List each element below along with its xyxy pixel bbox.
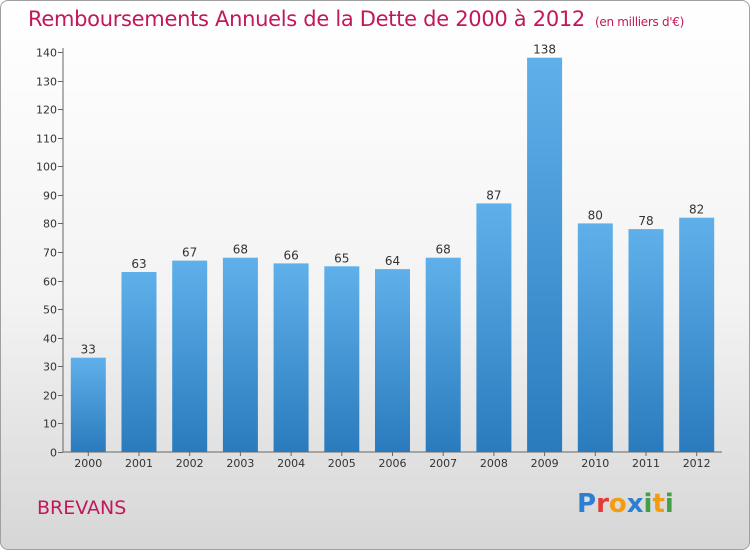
logo-letter: r	[596, 489, 609, 519]
data-label: 66	[283, 248, 298, 262]
x-tick-label: 2005	[328, 457, 356, 470]
x-tick-label: 2008	[480, 457, 508, 470]
bar	[679, 217, 715, 452]
x-tick-label: 2000	[74, 457, 102, 470]
x-tick-label: 2009	[531, 457, 559, 470]
y-tick-label: 120	[36, 104, 57, 117]
data-label: 82	[689, 203, 704, 217]
x-tick-label: 2011	[632, 457, 660, 470]
bar	[324, 266, 360, 452]
x-tick-label: 2001	[125, 457, 153, 470]
data-label: 67	[182, 246, 197, 260]
data-label: 65	[334, 251, 349, 265]
y-tick-label: 0	[50, 447, 57, 460]
logo-letter: P	[577, 489, 597, 519]
data-label: 64	[385, 254, 400, 268]
logo-letter: t	[652, 489, 665, 519]
bar	[121, 272, 157, 452]
y-tick-label: 90	[43, 190, 57, 203]
data-label: 68	[436, 243, 451, 257]
logo-letter: o	[608, 489, 627, 519]
bar	[628, 229, 664, 452]
bar	[527, 57, 563, 452]
x-tick-label: 2004	[277, 457, 305, 470]
chart-title: Remboursements Annuels de la Dette de 20…	[28, 7, 684, 31]
data-label: 80	[588, 208, 603, 222]
bar	[577, 223, 613, 452]
data-label: 68	[233, 243, 248, 257]
y-tick-label: 70	[43, 247, 57, 260]
data-label: 63	[131, 257, 146, 271]
x-tick-label: 2012	[683, 457, 711, 470]
commune-name: BREVANS	[37, 497, 127, 519]
proxiti-logo[interactable]: Proxiti	[577, 489, 674, 523]
chart-labels: 33 63 67 68 66 65 64 68 87 138 80 78 82	[81, 43, 705, 357]
y-tick-label: 140	[36, 47, 57, 60]
bar	[375, 269, 410, 452]
bar	[222, 257, 258, 452]
chart-title-text: Remboursements Annuels de la Dette de 20…	[28, 7, 585, 31]
y-tick-label: 40	[43, 333, 57, 346]
y-tick-label: 50	[43, 304, 57, 317]
y-tick-label: 100	[36, 161, 57, 174]
logo-letter: i	[643, 489, 653, 519]
bar	[425, 257, 461, 452]
chart-axes: 0 10 20 30 40 50 60 70 80 90 100 110 120 130 140 2000 20…	[36, 47, 722, 470]
x-tick-label: 2002	[176, 457, 204, 470]
bar	[476, 203, 512, 452]
y-tick-label: 110	[36, 133, 57, 146]
bar	[273, 263, 309, 452]
chart-unit: (en milliers d'€)	[595, 15, 685, 29]
y-tick-label: 80	[43, 218, 57, 231]
data-label: 78	[638, 214, 653, 228]
x-tick-label: 2006	[379, 457, 407, 470]
x-tick-label: 2007	[429, 457, 457, 470]
chart-bars	[70, 57, 715, 452]
y-tick-label: 130	[36, 76, 57, 89]
data-label: 138	[533, 43, 556, 57]
y-tick-label: 10	[43, 418, 57, 431]
data-label: 33	[81, 343, 96, 357]
x-tick-label: 2010	[581, 457, 609, 470]
logo-letter: i	[664, 489, 674, 519]
y-tick-label: 20	[43, 390, 57, 403]
x-tick-label: 2003	[226, 457, 254, 470]
logo-letter: x	[626, 489, 644, 519]
bar	[70, 357, 106, 452]
y-tick-label: 30	[43, 361, 57, 374]
y-tick-label: 60	[43, 276, 57, 289]
bar	[172, 260, 208, 452]
data-label: 87	[486, 188, 501, 202]
